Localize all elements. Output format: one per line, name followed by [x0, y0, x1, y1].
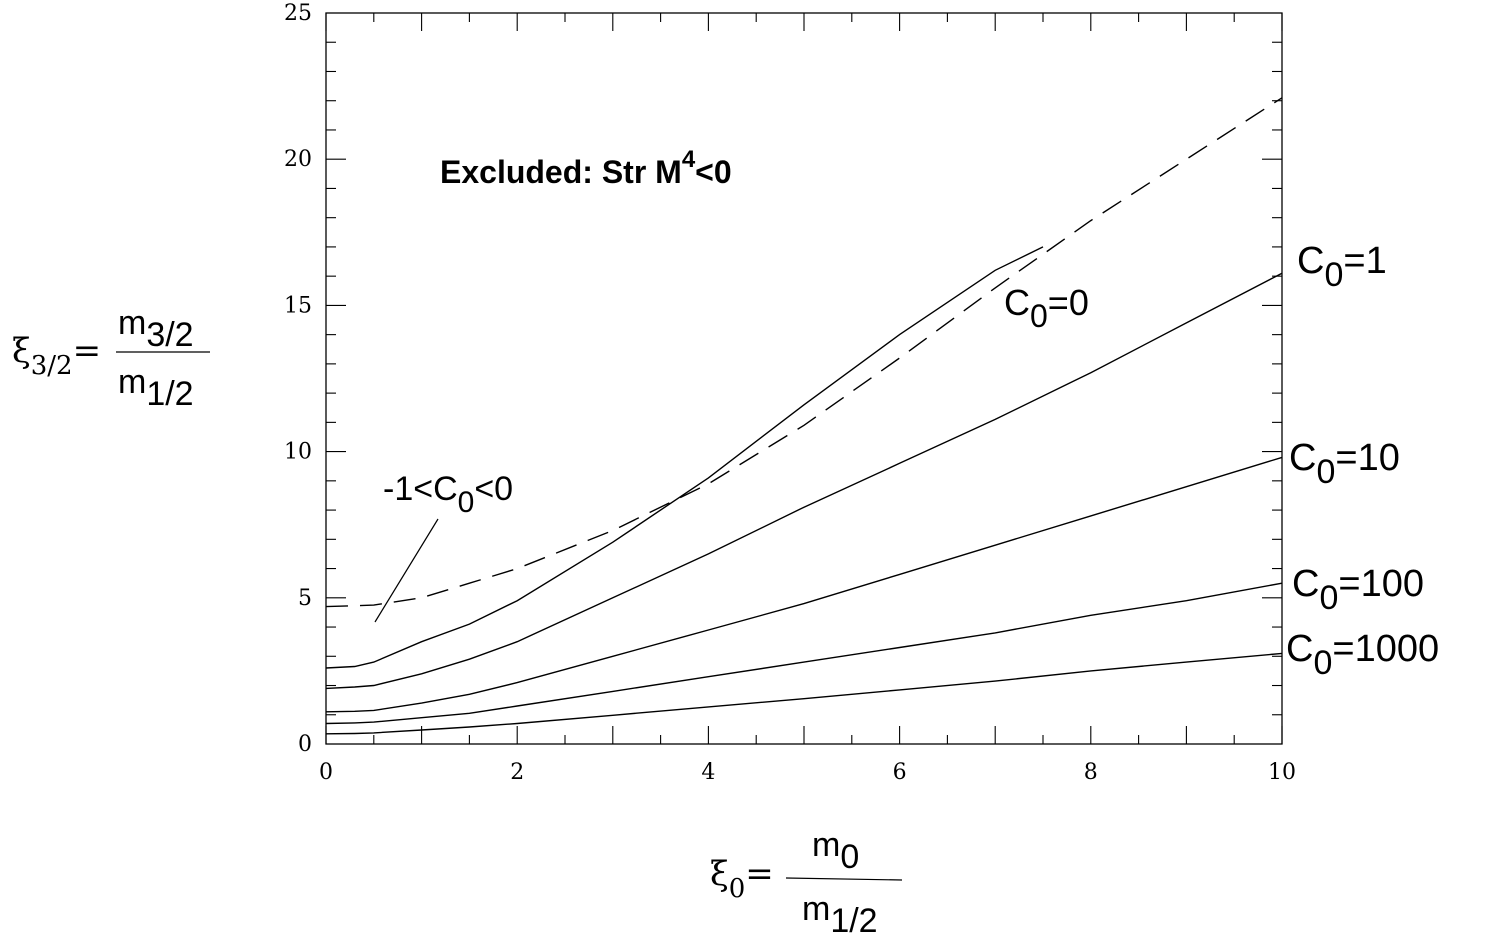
curve-label-c0-0: C0=0 — [1004, 282, 1089, 334]
y-tick-label: 0 — [298, 732, 312, 757]
y-tick-label: 20 — [284, 147, 312, 172]
curve-label-c0-1000: C0=1000 — [1286, 628, 1439, 682]
series-line-c0-100 — [325, 582, 1283, 725]
plot-frame — [325, 12, 1283, 745]
curve-label-c0-1: C0=1 — [1297, 240, 1387, 294]
curves — [325, 97, 1283, 735]
curve-label-c0-100: C0=100 — [1292, 563, 1424, 617]
series-line-c0-1000 — [325, 652, 1283, 735]
series-line-c0-0 — [325, 246, 1044, 669]
x-tick-label: 6 — [893, 760, 907, 785]
series-line-boundary — [325, 97, 1283, 608]
x-tick-label: 0 — [319, 760, 333, 785]
series-line-c0-10 — [325, 456, 1283, 713]
x-axis-label-lhs: ξ0= — [710, 854, 774, 904]
y-axis-label: ξ3/2= m3/2 m1/2 — [12, 304, 210, 413]
y-tick-label: 25 — [284, 1, 312, 26]
x-axis-label-denominator: m1/2 — [802, 890, 878, 940]
tick-labels: 0 2 4 6 8 10 0 5 10 15 20 25 — [284, 1, 1296, 785]
x-tick-label: 8 — [1084, 760, 1098, 785]
region-pointer-line — [374, 518, 439, 623]
y-tick-label: 10 — [284, 440, 312, 465]
y-tick-label: 15 — [284, 293, 312, 318]
axis-ticks — [325, 12, 1283, 745]
y-axis-label-lhs: ξ3/2= — [12, 331, 101, 381]
x-axis-label-numerator: m0 — [812, 826, 859, 876]
x-axis-label: ξ0= m0 m1/2 — [710, 826, 903, 940]
y-tick-label: 5 — [298, 586, 312, 611]
y-axis-label-denominator: m1/2 — [118, 363, 194, 413]
series-line-c0-1 — [325, 272, 1283, 690]
x-tick-label: 2 — [510, 760, 524, 785]
region-label: -1<C0<0 — [383, 470, 513, 519]
curve-label-c0-10: C0=10 — [1289, 437, 1400, 491]
excluded-region-label: Excluded: Str M4<0 — [440, 146, 732, 190]
x-tick-label: 4 — [701, 760, 715, 785]
x-tick-label: 10 — [1268, 760, 1296, 785]
y-axis-label-numerator: m3/2 — [118, 304, 194, 354]
x-axis-label-fraction-bar — [785, 877, 903, 881]
